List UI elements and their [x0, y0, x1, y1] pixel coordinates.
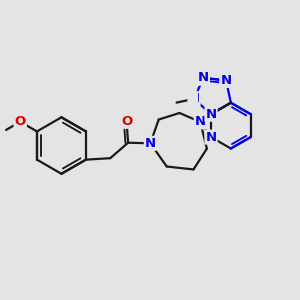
Text: N: N	[198, 71, 209, 85]
Text: N: N	[188, 92, 200, 105]
Text: N: N	[145, 137, 156, 150]
Text: N: N	[206, 108, 217, 121]
Text: O: O	[15, 115, 26, 128]
Text: N: N	[206, 130, 217, 144]
Text: N: N	[220, 74, 232, 87]
Text: N: N	[220, 74, 232, 87]
Text: N: N	[195, 116, 206, 128]
Text: O: O	[121, 115, 132, 128]
Text: N: N	[198, 71, 209, 85]
